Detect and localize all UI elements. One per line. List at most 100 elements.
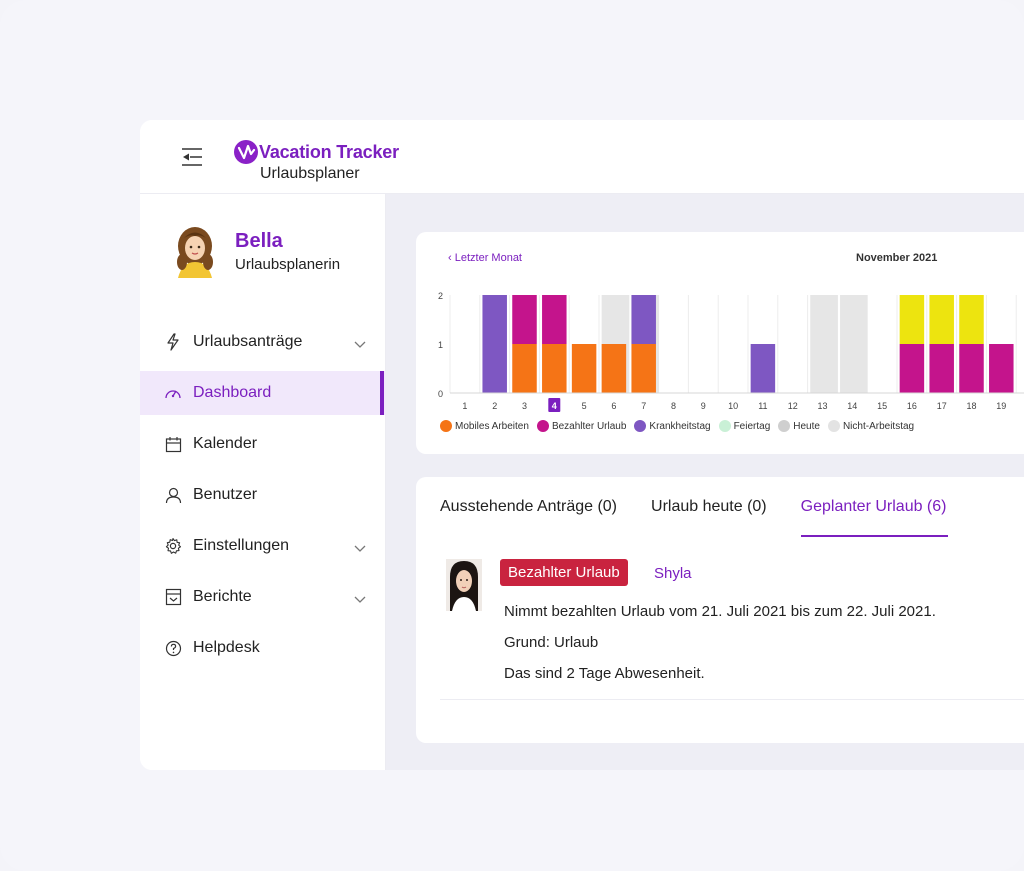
legend-label: Bezahlter Urlaub	[551, 420, 627, 432]
chart-legend: Mobiles Arbeiten Bezahlter Urlaub Krankhei…	[440, 420, 922, 432]
legend-label: Krankheitstag	[649, 420, 711, 432]
y-tick-label: 2	[438, 291, 443, 301]
x-tick-label: 12	[788, 401, 798, 411]
tab-ausstehende-antraege[interactable]: Ausstehende Anträge (0)	[440, 498, 618, 515]
employee-name-link[interactable]: Shyla	[654, 565, 692, 582]
tab-geplanter-urlaub[interactable]: Geplanter Urlaub (6)	[800, 477, 949, 537]
legend-item: Feiertag	[718, 420, 771, 432]
bar-segment	[750, 344, 776, 393]
legend-swatch	[536, 420, 549, 432]
bar-segment	[631, 295, 656, 344]
user-profile[interactable]: Bella Urlaubsplanerin	[170, 224, 340, 278]
leave-duration: Das sind 2 Tage Abwesenheit.	[504, 665, 705, 682]
leave-description: Nimmt bezahlten Urlaub vom 21. Juli 2021…	[504, 603, 936, 620]
x-tick-label: 3	[522, 401, 527, 411]
legend-item: Krankheitstag	[634, 420, 711, 432]
bar-segment	[929, 295, 954, 344]
sidebar-item-dashboard[interactable]: Dashboard	[140, 371, 386, 415]
x-tick-label: 4	[552, 401, 557, 411]
leave-list-card: Ausstehende Anträge (0) Urlaub heute (0)…	[416, 477, 1024, 743]
sidebar: Bella Urlaubsplanerin Urlaubsanträge Das…	[140, 194, 386, 770]
sidebar-item-einstellungen[interactable]: Einstellungen	[140, 524, 386, 568]
sidebar-item-label: Einstellungen	[193, 537, 290, 554]
previous-month-label: Letzter Monat	[454, 252, 522, 264]
x-tick-label: 2	[492, 401, 497, 411]
legend-swatch	[778, 420, 791, 432]
x-tick-label: 6	[611, 401, 616, 411]
gear-icon	[164, 537, 182, 555]
tab-urlaub-heute[interactable]: Urlaub heute (0)	[651, 498, 767, 515]
legend-label: Mobiles Arbeiten	[455, 420, 529, 432]
x-tick-label: 14	[847, 401, 857, 411]
sidebar-item-benutzer[interactable]: Benutzer	[140, 473, 386, 517]
sidebar-item-berichte[interactable]: Berichte	[140, 575, 386, 619]
bar-segment	[512, 344, 537, 393]
avatar	[170, 224, 220, 278]
logo-text: Vacation Tracker	[259, 141, 399, 162]
chevron-down-icon[interactable]	[354, 336, 366, 348]
logo[interactable]: Vacation Tracker Urlaubsplaner	[234, 140, 399, 183]
bar-segment	[542, 344, 567, 393]
bar-segment	[601, 344, 627, 393]
x-tick-label: 18	[966, 401, 976, 411]
leave-reason: Grund: Urlaub	[504, 634, 599, 651]
legend-swatch	[634, 420, 647, 432]
sidebar-item-label: Berichte	[193, 588, 252, 605]
logo-subtitle: Urlaubsplaner	[260, 165, 360, 182]
gauge-icon	[164, 384, 182, 402]
x-tick-label: 11	[758, 401, 767, 411]
profile-name: Bella	[235, 229, 283, 252]
sidebar-item-kalender[interactable]: Kalender	[140, 422, 386, 466]
x-tick-label: 17	[937, 401, 947, 411]
app-window: Vacation Tracker Urlaubsplaner	[140, 120, 1024, 770]
x-tick-label: 13	[817, 401, 827, 411]
sidebar-item-label: Urlaubsanträge	[193, 333, 303, 350]
top-bar: Vacation Tracker Urlaubsplaner	[140, 120, 1024, 194]
entry-divider	[440, 699, 1024, 700]
sidebar-item-label: Helpdesk	[193, 639, 260, 656]
bar-segment	[542, 295, 567, 344]
bar-segment	[631, 344, 656, 393]
sidebar-item-helpdesk[interactable]: Helpdesk	[140, 626, 386, 670]
month-title: November 2021	[856, 252, 938, 264]
today-marker	[548, 398, 561, 412]
bolt-icon	[164, 333, 182, 351]
y-tick-label: 1	[438, 340, 443, 350]
bar-segment	[899, 295, 925, 344]
user-icon	[164, 486, 182, 504]
legend-item: Mobiles Arbeiten	[440, 420, 529, 432]
x-tick-label: 5	[582, 401, 587, 411]
x-tick-label: 1	[462, 401, 467, 411]
previous-month-link[interactable]: ‹ Letzter Monat	[448, 252, 522, 264]
report-icon	[164, 588, 182, 606]
x-tick-label: 7	[641, 401, 646, 411]
collapse-menu-icon[interactable]	[180, 146, 206, 168]
x-tick-label: 9	[701, 401, 706, 411]
help-icon	[164, 639, 182, 657]
bar-segment	[482, 295, 507, 393]
bar-segment	[959, 344, 984, 393]
sidebar-item-label: Kalender	[193, 435, 258, 452]
bar-segment	[512, 295, 537, 344]
sidebar-item-urlaubsantraege[interactable]: Urlaubsanträge	[140, 320, 386, 364]
chevron-down-icon[interactable]	[354, 540, 366, 552]
x-tick-label: 15	[877, 401, 887, 411]
bar-segment	[929, 344, 954, 393]
chevron-down-icon[interactable]	[354, 591, 366, 603]
tabs: Ausstehende Anträge (0) Urlaub heute (0)…	[440, 477, 980, 537]
y-tick-label: 0	[438, 389, 443, 399]
calendar-icon	[164, 435, 182, 453]
legend-swatch	[827, 420, 840, 432]
profile-role: Urlaubsplanerin	[235, 255, 341, 273]
sidebar-item-label: Dashboard	[193, 384, 272, 401]
legend-label: Feiertag	[733, 420, 771, 432]
avatar	[446, 559, 482, 611]
x-tick-label: 16	[907, 401, 917, 411]
bar-segment	[989, 344, 1014, 393]
x-tick-label: 10	[728, 401, 738, 411]
leave-type-badge: Bezahlter Urlaub	[500, 559, 628, 586]
x-tick-label: 19	[996, 401, 1006, 411]
non-working-day-bg	[810, 295, 838, 393]
